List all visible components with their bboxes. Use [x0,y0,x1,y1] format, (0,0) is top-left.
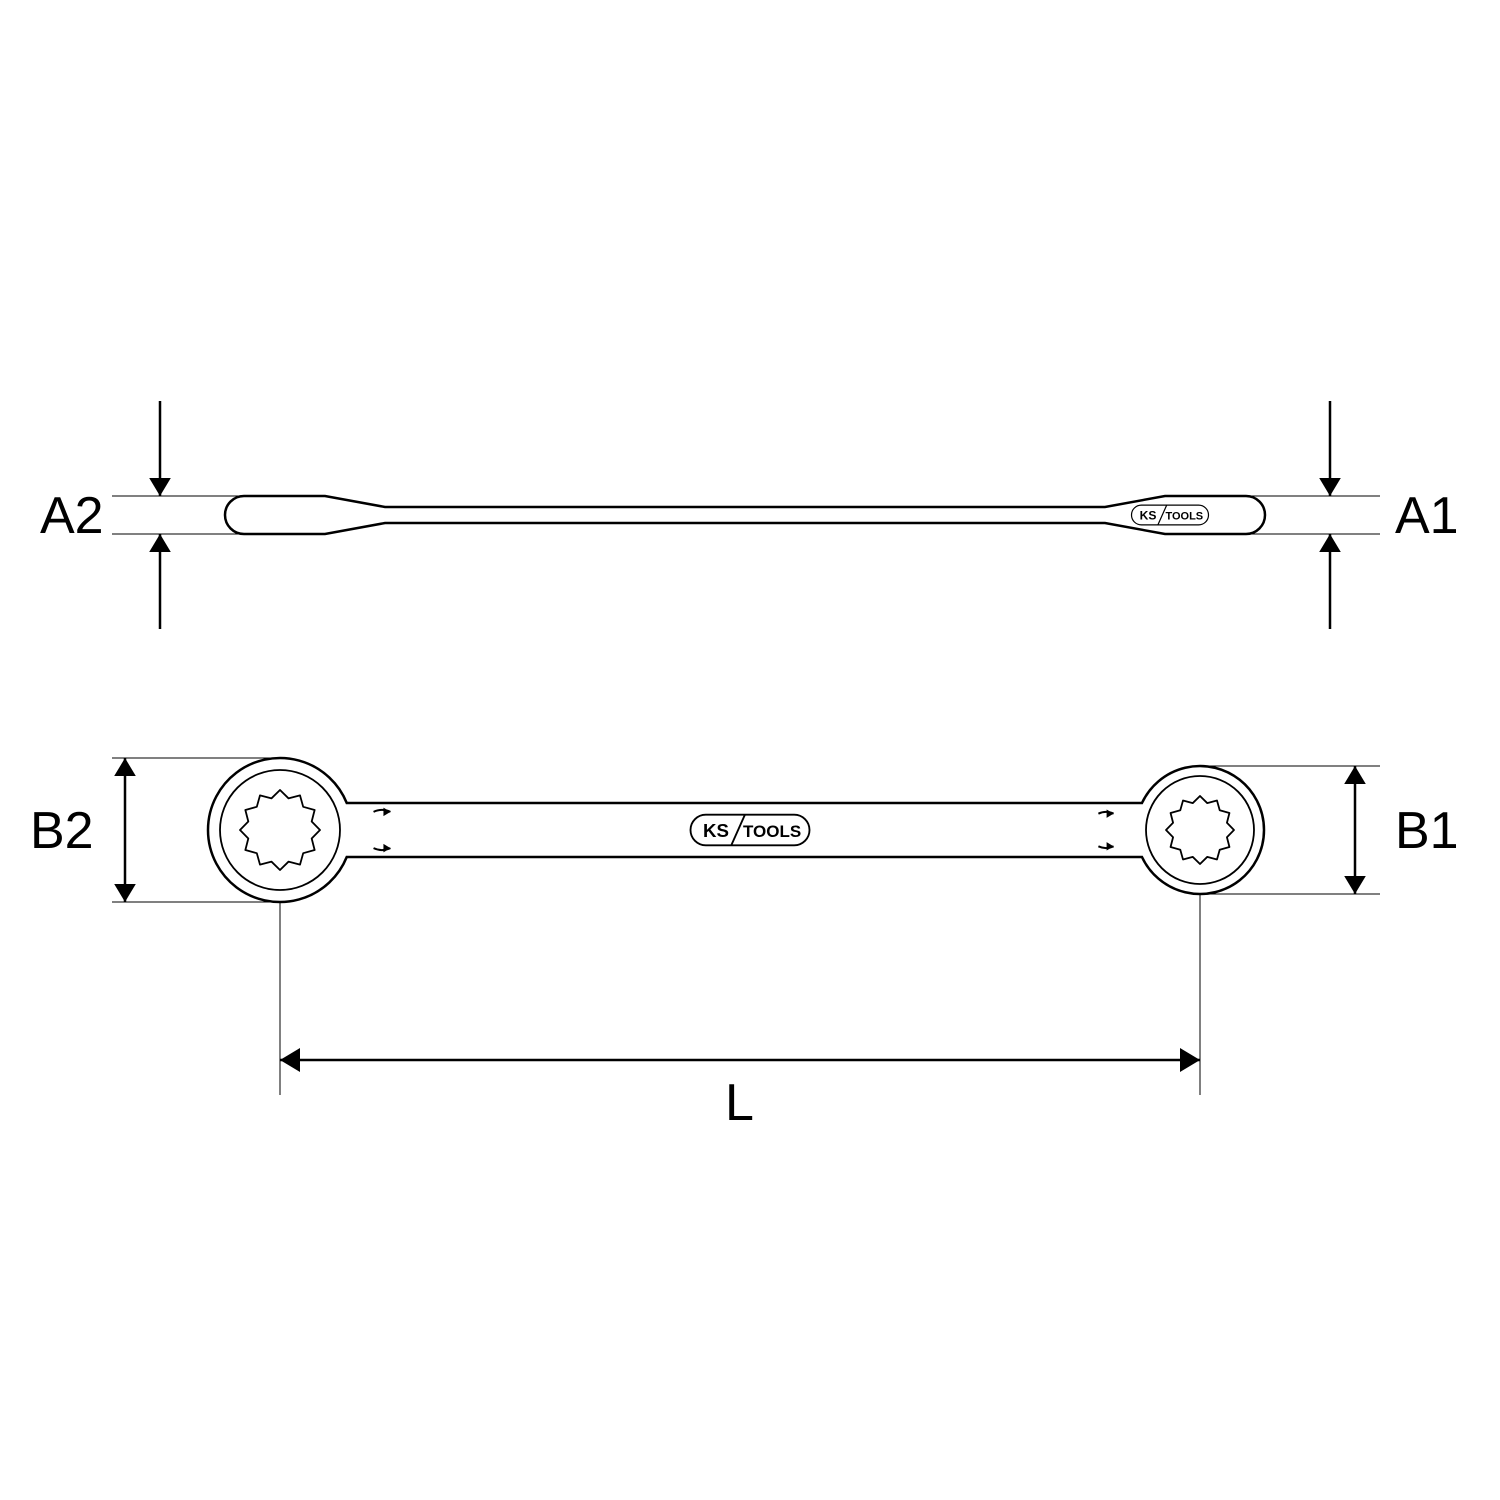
brand-suffix: TOOLS [743,822,801,841]
brand-suffix: TOOLS [1165,510,1203,522]
label-a1: A1 [1395,487,1459,545]
brand-prefix: KS [1140,508,1157,522]
label-b1: B1 [1395,802,1459,860]
top-view: KS TOOLS B2 B1 L [30,758,1459,1132]
brand-badge: KS TOOLS [691,815,810,846]
side-view: KS TOOLS A2 A1 [40,401,1459,629]
label-b2: B2 [30,802,94,860]
label-l: L [725,1074,754,1132]
side-outline [225,496,1265,534]
brand-prefix: KS [703,820,729,841]
brand-badge: KS TOOLS [1132,505,1209,525]
label-a2: A2 [40,487,104,545]
